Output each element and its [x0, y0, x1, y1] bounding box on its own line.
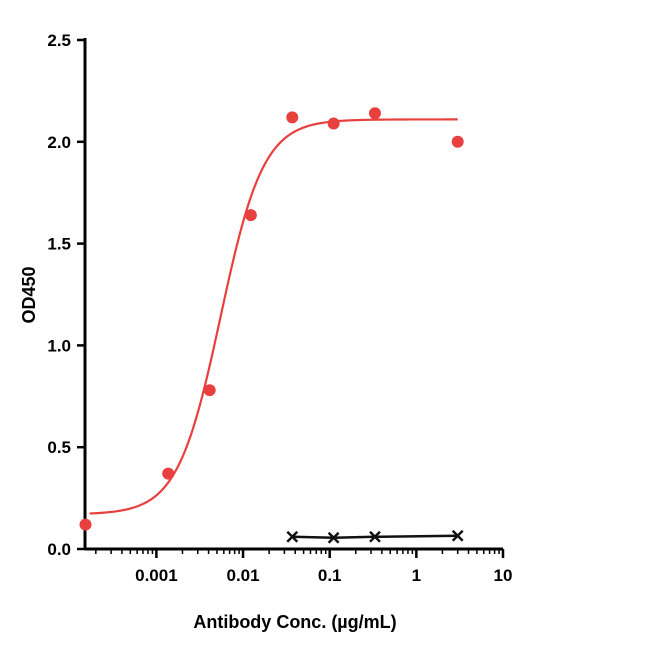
y-tick-label: 0.5: [47, 438, 71, 457]
x-marker-stroke: [327, 531, 340, 544]
x-marker-stroke: [286, 530, 299, 543]
y-tick-label: 0.0: [47, 540, 71, 559]
data-point-x: [369, 530, 381, 543]
y-tick-label: 2.0: [47, 133, 71, 152]
y-tick-label: 1.0: [47, 336, 71, 355]
x-tick-label: 0.01: [226, 566, 259, 585]
data-point: [244, 209, 257, 222]
data-point: [162, 467, 175, 480]
series-layer: [79, 107, 464, 544]
data-point-x: [451, 529, 464, 542]
data-point: [368, 107, 381, 120]
data-point-x: [286, 530, 299, 543]
data-point: [286, 111, 299, 124]
data-point-x: [327, 531, 340, 544]
fit-curve: [89, 118, 458, 515]
x-marker-stroke: [451, 529, 464, 542]
x-tick-label: 0.001: [135, 566, 178, 585]
x-tick-label: 1: [412, 566, 421, 585]
data-point: [451, 135, 464, 148]
data-point: [79, 518, 92, 531]
x-tick-label: 0.1: [318, 566, 342, 585]
data-point: [327, 117, 340, 130]
x-marker-stroke: [369, 530, 381, 543]
y-tick-label: 2.5: [47, 31, 71, 50]
y-axis-title: OD450: [19, 266, 39, 323]
axes: [83, 38, 503, 551]
x-axis-title: Antibody Conc. (µg/mL): [193, 612, 396, 632]
control-line: [292, 534, 458, 540]
y-tick-label: 1.5: [47, 235, 71, 254]
x-tick-label: 10: [494, 566, 513, 585]
ticks: 0.0 0.5 1.0 1.5 2.0 2.5 0.001 0.01 0.1 1 10: [47, 31, 512, 585]
data-point: [203, 384, 216, 397]
